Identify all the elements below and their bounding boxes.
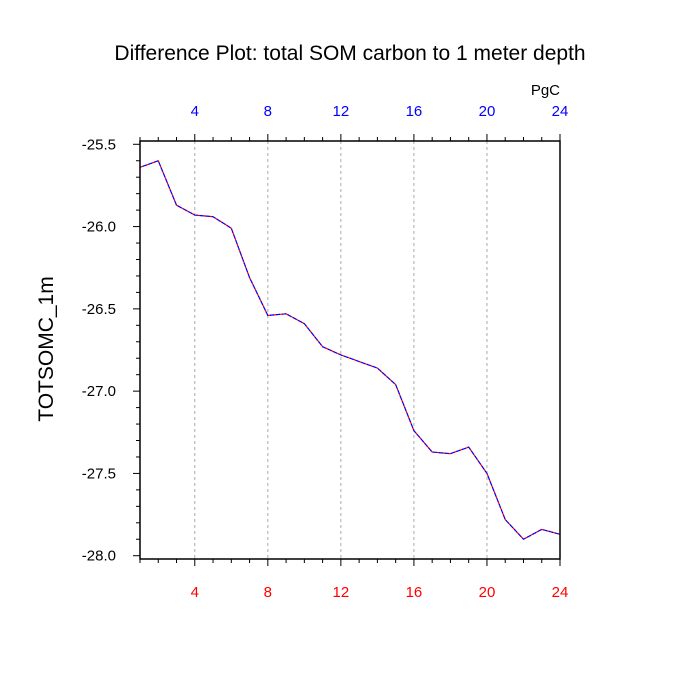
plot-frame <box>139 140 561 560</box>
x-top-tick-label: 4 <box>191 103 199 120</box>
x-bottom-tick-label: 4 <box>191 584 199 601</box>
y-axis-label: TOTSOMC_1m <box>35 276 58 421</box>
x-bottom-tick-label: 8 <box>264 584 272 601</box>
x-top-tick-label: 20 <box>479 103 496 120</box>
units-label: PgC <box>531 82 560 99</box>
y-tick-label: -26.5 <box>82 301 116 318</box>
ticks: 4 4 8 8 12 12 16 16 20 20 24 24 -25.5 -26.0 -26.5 -27.0… <box>82 103 569 601</box>
x-top-tick-label: 16 <box>406 103 423 120</box>
chart-title: Difference Plot: total SOM carbon to 1 m… <box>114 42 585 65</box>
x-bottom-tick-label: 20 <box>479 584 496 601</box>
x-bottom-tick-label: 12 <box>333 584 350 601</box>
grid <box>194 141 488 559</box>
y-tick-label: -25.5 <box>82 136 116 153</box>
series-line-secondary <box>139 159 561 540</box>
y-tick-label: -28.0 <box>82 548 116 565</box>
y-tick-label: -26.0 <box>82 219 116 236</box>
x-top-tick-label: 12 <box>333 103 350 120</box>
x-bottom-tick-label: 16 <box>406 584 423 601</box>
y-tick-label: -27.0 <box>82 383 116 400</box>
series-line-primary <box>139 159 561 540</box>
x-bottom-tick-label: 24 <box>552 584 569 601</box>
series-line <box>139 159 561 540</box>
y-tick-label: -27.5 <box>82 465 116 482</box>
x-top-tick-label: 24 <box>552 103 569 120</box>
x-top-tick-label: 8 <box>264 103 272 120</box>
